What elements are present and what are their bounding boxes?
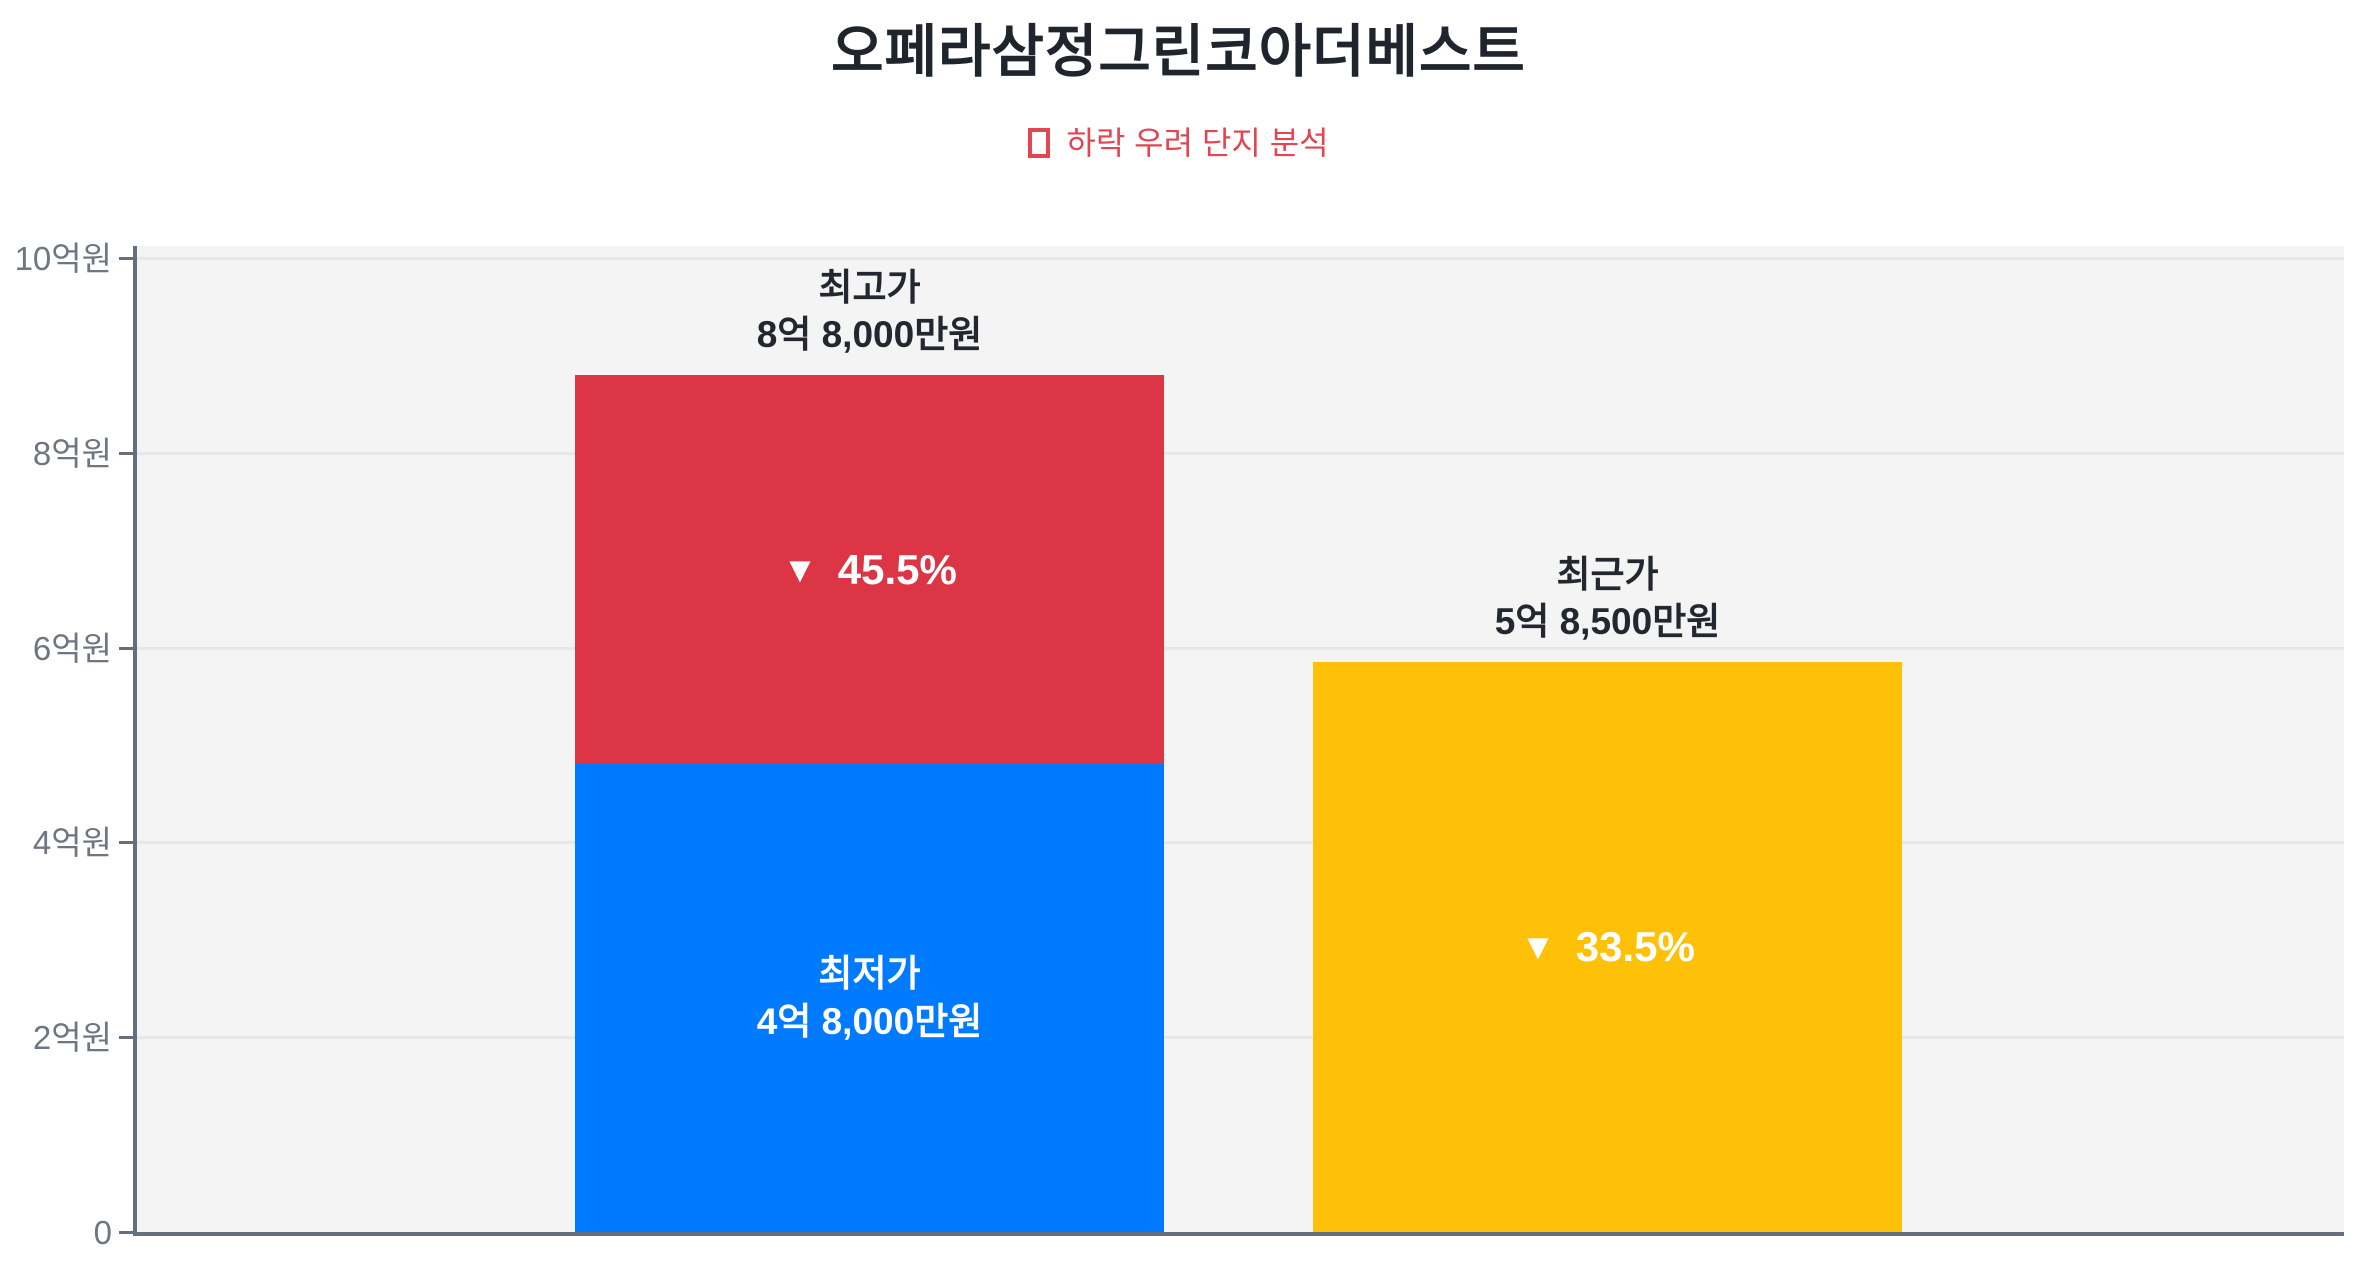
gridline (137, 841, 2344, 844)
gridline (137, 452, 2344, 455)
drop-percent-label-recent: ▼ 33.5% (1520, 923, 1695, 971)
y-axis-tick (119, 257, 133, 260)
y-tick-label: 2억원 (32, 1019, 112, 1056)
y-axis-tick (119, 1231, 133, 1234)
lowest-price-value: 4억 8,000만원 (756, 1001, 983, 1042)
y-tick-label: 6억원 (32, 630, 112, 667)
highest-price-annotation: 최고가 8억 8,000만원 (575, 264, 1164, 358)
y-tick-label: 10억원 (14, 240, 112, 277)
chart-subtitle-text: 하락 우려 단지 분석 (1066, 125, 1329, 161)
y-axis-tick (119, 841, 133, 844)
chart-subtitle: 하락 우려 단지 분석 (0, 118, 2357, 164)
bar-highest-price-segment: ▼ 45.5% (575, 375, 1164, 764)
highest-price-value: 8억 8,000만원 (756, 314, 983, 355)
bar-recent-price: ▼ 33.5% (1313, 662, 1902, 1232)
x-axis-line (133, 1232, 2344, 1236)
recent-price-annotation: 최근가 5억 8,500만원 (1313, 551, 1902, 645)
down-triangle-icon: ▼ (1520, 926, 1556, 967)
plot-area (133, 246, 2344, 1232)
highest-price-title: 최고가 (818, 267, 921, 308)
y-axis-tick (119, 647, 133, 650)
gridline (137, 1036, 2344, 1039)
bar-lowest-price-segment: 최저가 4억 8,000만원 (575, 764, 1164, 1232)
recent-price-value: 5억 8,500만원 (1494, 601, 1721, 642)
recent-price-title: 최근가 (1556, 554, 1659, 595)
lowest-price-label: 최저가 4억 8,000만원 (757, 950, 983, 1046)
drop-percent-recent-value: 33.5% (1575, 923, 1695, 970)
y-tick-label: 8억원 (32, 435, 112, 472)
drop-percent-label-high: ▼ 45.5% (782, 546, 957, 594)
y-axis-tick (119, 1036, 133, 1039)
gridline (137, 257, 2344, 260)
gridline (137, 647, 2344, 650)
y-axis-line (133, 246, 137, 1236)
drop-percent-high-value: 45.5% (837, 545, 957, 593)
page-title: 오페라삼정그린코아더베스트 (831, 20, 1526, 84)
y-axis-tick (119, 452, 133, 455)
lowest-price-title: 최저가 (818, 953, 921, 994)
y-tick-label: 4억원 (32, 824, 112, 861)
down-triangle-icon: ▼ (782, 548, 818, 590)
y-tick-label: 0 (93, 1214, 112, 1251)
box-glyph-icon (1028, 128, 1051, 158)
